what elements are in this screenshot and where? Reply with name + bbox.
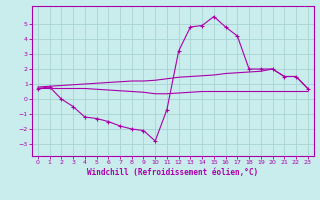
X-axis label: Windchill (Refroidissement éolien,°C): Windchill (Refroidissement éolien,°C) [87,168,258,177]
